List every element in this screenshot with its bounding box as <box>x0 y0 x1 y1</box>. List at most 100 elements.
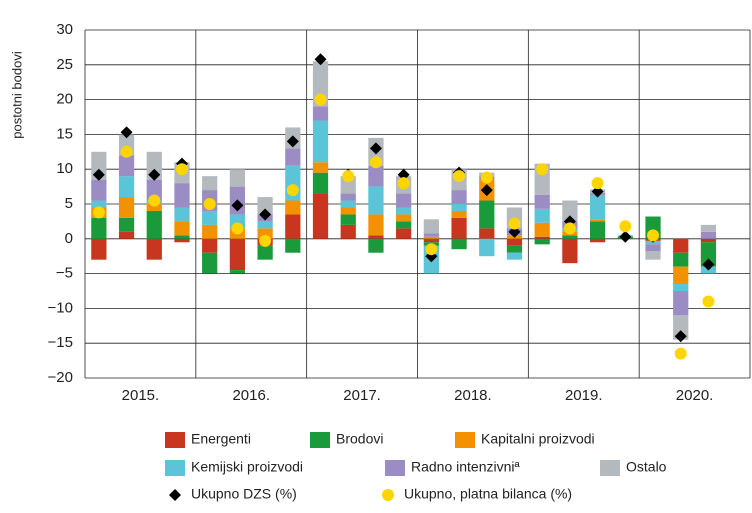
bar-segment <box>312 172 329 194</box>
bar-segment <box>146 204 162 211</box>
bar-segment <box>534 222 550 237</box>
circle-marker <box>259 234 272 247</box>
circle-marker <box>231 222 244 235</box>
legend-swatch <box>310 432 330 448</box>
legend-label: Kemijski proizvodi <box>191 459 303 475</box>
y-tick-label: 20 <box>56 91 73 108</box>
legend-label: Energenti <box>191 431 251 447</box>
bar-segment <box>673 291 689 316</box>
bar-segment <box>645 251 661 260</box>
circle-marker <box>120 145 133 158</box>
legend-swatch <box>165 460 185 476</box>
circle-marker <box>591 177 604 190</box>
y-tick-label: −15 <box>48 334 73 351</box>
bar-segment <box>118 155 135 177</box>
bar-segment <box>396 214 412 222</box>
circle-marker <box>480 171 493 184</box>
diamond-marker <box>369 142 382 155</box>
bar-segment <box>118 197 135 218</box>
legend-label: Ukupno, platna bilanca (%) <box>404 486 572 502</box>
bar-segment <box>285 238 301 253</box>
bar-segment <box>174 221 190 236</box>
legend-swatch <box>600 460 620 476</box>
bar-segment <box>312 193 329 239</box>
circle-marker <box>397 177 410 190</box>
bar-segment <box>562 238 578 264</box>
bar-segment <box>202 210 218 225</box>
circle-marker <box>702 295 715 308</box>
legend-marker <box>382 489 394 501</box>
circle-marker <box>314 93 327 106</box>
diamond-marker <box>120 126 133 139</box>
x-tick-label: 2015. <box>122 387 160 404</box>
bar-segment <box>285 148 301 166</box>
bar-segment <box>340 224 356 239</box>
x-tick-label: 2016. <box>232 387 270 404</box>
bar-segment <box>534 238 550 245</box>
bar-segment <box>146 238 162 260</box>
bar-segment <box>673 315 689 340</box>
diamond-marker <box>702 258 715 271</box>
bar-segment <box>589 221 606 239</box>
x-tick-label: 2018. <box>454 387 492 404</box>
bar-segment <box>118 231 135 239</box>
bar-segment <box>146 210 162 239</box>
bar-segment <box>673 266 689 285</box>
diamond-marker <box>480 184 493 197</box>
bar-segment <box>423 233 439 237</box>
bar-segment <box>312 106 329 121</box>
legend-swatch <box>385 460 405 476</box>
x-tick-label: 2017. <box>343 387 381 404</box>
diamond-marker <box>397 168 410 181</box>
bar-segment <box>451 210 467 218</box>
bar-segment <box>451 238 467 250</box>
bar-segment <box>396 221 412 229</box>
circle-marker <box>674 347 687 360</box>
bar-segment <box>174 238 190 243</box>
diamond-marker <box>92 168 105 181</box>
bar-segment <box>91 217 107 239</box>
bar-segment <box>91 200 107 208</box>
bar-segment <box>451 204 467 211</box>
circle-marker <box>563 222 576 235</box>
bar-segment <box>368 238 384 253</box>
bar-segment <box>700 238 717 243</box>
bar-segment <box>368 186 384 215</box>
bar-segment <box>673 252 689 267</box>
bar-segment <box>645 244 661 252</box>
bar-segment <box>673 238 689 253</box>
bar-segment <box>589 238 606 243</box>
circle-marker <box>175 163 188 176</box>
legend-marker <box>169 489 181 501</box>
diamond-marker <box>231 199 244 212</box>
bar-segment <box>91 179 107 201</box>
bar-segment <box>562 200 578 222</box>
bar-segment <box>91 238 107 260</box>
bar-segment <box>534 194 550 209</box>
bar-segment <box>479 238 495 257</box>
bar-segment <box>229 169 246 187</box>
bar-segment <box>229 238 246 271</box>
bar-segment <box>202 252 218 274</box>
diamond-marker <box>259 208 272 221</box>
circle-marker <box>92 206 105 219</box>
y-tick-label: 15 <box>56 125 73 142</box>
bar-segment <box>257 245 273 260</box>
circle-marker <box>536 163 549 176</box>
circle-marker <box>342 170 355 183</box>
x-tick-label: 2019. <box>565 387 603 404</box>
bar-segment <box>146 179 162 201</box>
bar-segment <box>285 214 301 239</box>
legend-label: Kapitalni proizvodi <box>481 431 595 447</box>
circle-marker <box>286 184 299 197</box>
bar-segment <box>562 235 578 239</box>
y-tick-label: 0 <box>65 230 73 247</box>
bar-segment <box>451 217 467 239</box>
bar-segment <box>368 214 384 236</box>
legend-label: Ostalo <box>626 459 667 475</box>
bar-segment <box>700 231 717 239</box>
legend-label: Brodovi <box>336 431 383 447</box>
y-tick-label: −5 <box>56 265 73 282</box>
circle-marker <box>453 170 466 183</box>
